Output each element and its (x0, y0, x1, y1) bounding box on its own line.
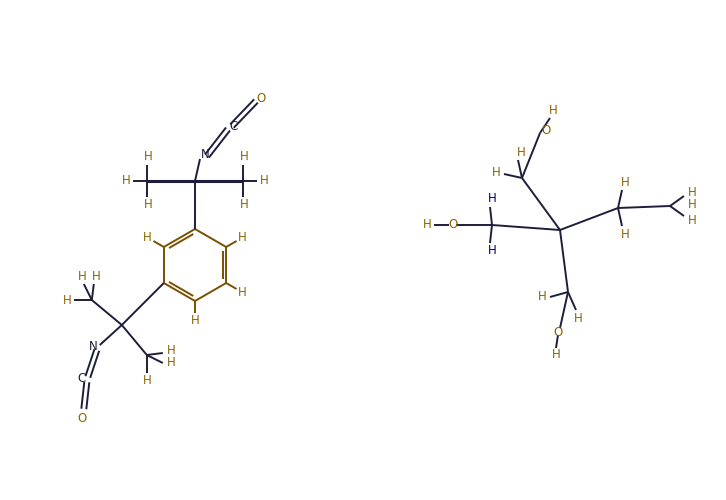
Text: O: O (449, 218, 457, 232)
Text: H: H (143, 231, 152, 244)
Text: H: H (260, 174, 269, 188)
Text: H: H (688, 214, 696, 226)
Text: H: H (538, 290, 547, 304)
Text: H: H (78, 270, 86, 282)
Text: H: H (552, 348, 560, 362)
Text: H: H (166, 344, 175, 358)
Text: O: O (553, 326, 563, 338)
Text: H: H (517, 146, 526, 158)
Text: H: H (91, 270, 100, 282)
Text: H: H (549, 104, 558, 118)
Text: H: H (488, 244, 497, 258)
Text: H: H (688, 186, 696, 198)
Text: H: H (688, 198, 696, 210)
Text: C: C (78, 372, 86, 386)
Text: N: N (89, 340, 97, 353)
Text: N: N (200, 148, 209, 162)
Text: H: H (492, 166, 500, 179)
Text: H: H (574, 312, 582, 324)
Text: H: H (122, 174, 131, 188)
Text: H: H (144, 198, 152, 211)
Text: O: O (542, 124, 550, 136)
Text: H: H (166, 356, 175, 370)
Text: H: H (240, 150, 248, 164)
Text: H: H (191, 314, 200, 326)
Text: H: H (62, 294, 71, 306)
Text: H: H (238, 286, 247, 299)
Text: H: H (621, 228, 629, 240)
Text: H: H (238, 231, 247, 244)
Text: H: H (423, 218, 431, 232)
Text: O: O (256, 92, 266, 104)
Text: H: H (142, 374, 151, 386)
Text: H: H (488, 192, 497, 205)
Text: O: O (77, 412, 86, 424)
Text: H: H (144, 150, 152, 164)
Text: H: H (621, 176, 629, 188)
Text: H: H (240, 198, 248, 211)
Text: C: C (229, 120, 237, 132)
